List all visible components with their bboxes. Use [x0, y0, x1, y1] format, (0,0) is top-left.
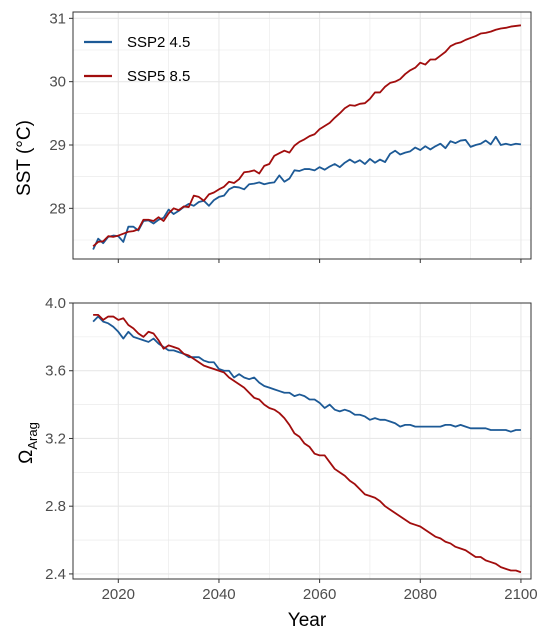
sst-panel-series: [92, 24, 522, 250]
sst-y-axis-title: SST (°C): [14, 120, 35, 196]
y-tick-label: 2.8: [45, 498, 66, 515]
sst-x-axis-ticks: [117, 259, 522, 263]
aragonite-x-axis: 2020 2040 2060 2080 2100: [102, 579, 538, 603]
omega-subscript: Arag: [25, 422, 40, 449]
sst-panel-border: [72, 11, 532, 260]
sst-panel: 28 29 30 31 SST (°C) SSP2 4.5 SSP5 8.5: [14, 10, 532, 263]
y-tick-label: 2.4: [45, 566, 66, 583]
y-tick-label: 3.2: [45, 430, 66, 447]
y-tick-label: 30: [49, 74, 66, 91]
series-line-ssp2-4-5: [92, 135, 522, 250]
x-tick-label: 2060: [303, 586, 336, 603]
aragonite-panel: 2.4 2.8 3.2 3.6 4.0 2020 2040 2060 2080 2100 ΩAr…: [16, 295, 538, 631]
y-tick-label: 29: [49, 137, 66, 154]
legend-label-ssp245: SSP2 4.5: [127, 34, 190, 51]
x-axis-title: Year: [288, 610, 327, 631]
y-tick-label: 28: [49, 200, 66, 217]
aragonite-panel-series: [92, 313, 522, 574]
aragonite-panel-border: [72, 302, 532, 580]
y-tick-label: 4.0: [45, 295, 66, 312]
sst-panel-background: [73, 12, 531, 259]
x-tick-label: 2040: [202, 586, 235, 603]
legend: SSP2 4.5 SSP5 8.5: [84, 34, 190, 85]
sst-y-axis: 28 29 30 31: [49, 10, 73, 217]
aragonite-y-axis: 2.4 2.8 3.2 3.6 4.0: [45, 295, 73, 583]
x-tick-label: 2100: [504, 586, 537, 603]
sst-panel-grid: [73, 12, 531, 259]
y-tick-label: 31: [49, 10, 66, 27]
aragonite-y-axis-title: ΩArag: [16, 422, 40, 464]
x-tick-label: 2080: [404, 586, 437, 603]
series-line-ssp5-8-5: [93, 313, 522, 574]
omega-symbol: Ω: [16, 450, 37, 464]
legend-label-ssp585: SSP5 8.5: [127, 68, 190, 85]
x-tick-label: 2020: [102, 586, 135, 603]
y-tick-label: 3.6: [45, 363, 66, 380]
series-line-ssp5-8-5: [92, 24, 522, 248]
